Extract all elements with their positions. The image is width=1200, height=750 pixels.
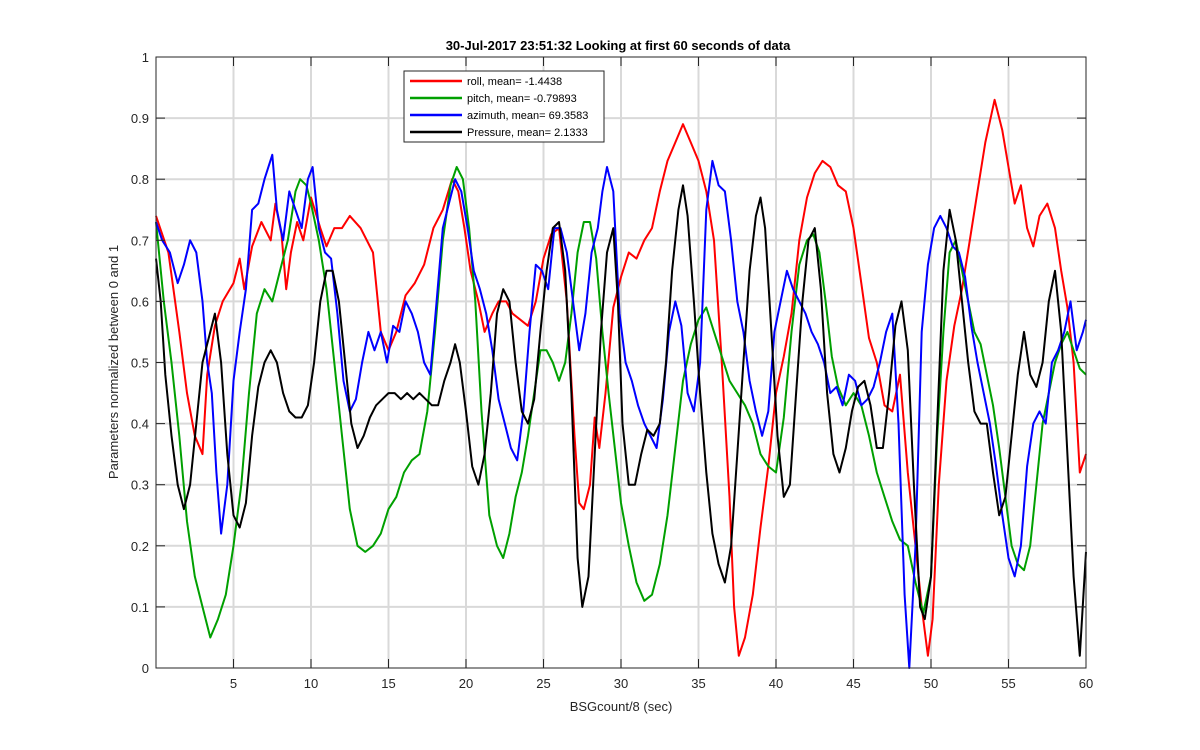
- y-axis-label: Parameters normalized between 0 and 1: [106, 245, 121, 479]
- y-tick-label: 0.8: [131, 172, 149, 187]
- legend-label: Pressure, mean= 2.1333: [467, 127, 588, 139]
- x-tick-label: 40: [769, 676, 783, 691]
- series-line-roll: [155, 98, 1087, 657]
- y-tick-label: 0.1: [131, 600, 149, 615]
- x-tick-label: 30: [614, 676, 628, 691]
- grid: [156, 57, 1086, 668]
- x-tick-label: 5: [230, 676, 237, 691]
- series-line-pressure: [155, 184, 1087, 657]
- series-line-azimuth: [155, 153, 1087, 669]
- tick-marks: [156, 56, 1087, 669]
- y-tick-label: 0.2: [131, 539, 149, 554]
- x-tick-label: 15: [381, 676, 395, 691]
- legend-label: pitch, mean= -0.79893: [467, 93, 577, 105]
- y-tick-label: 1: [142, 50, 149, 65]
- y-tick-label: 0: [142, 661, 149, 676]
- y-tick-label: 0.9: [131, 111, 149, 126]
- y-tick-label: 0.6: [131, 294, 149, 309]
- y-tick-label: 0.3: [131, 478, 149, 493]
- x-axis-label: BSGcount/8 (sec): [570, 699, 673, 714]
- x-tick-label: 45: [846, 676, 860, 691]
- x-tick-label: 60: [1079, 676, 1093, 691]
- x-tick-labels: 5 10 15 20 25 30 35 40 45 50 55 60: [230, 676, 1093, 691]
- x-tick-label: 10: [304, 676, 318, 691]
- x-tick-label: 55: [1001, 676, 1015, 691]
- y-tick-label: 0.4: [131, 417, 149, 432]
- legend-label: roll, mean= -1.4438: [467, 76, 562, 88]
- y-tick-label: 0.5: [131, 356, 149, 371]
- y-tick-labels: 0 0.1 0.2 0.3 0.4 0.5 0.6 0.7 0.8 0.9 1: [131, 50, 149, 676]
- series-layer: [155, 98, 1087, 669]
- x-tick-label: 20: [459, 676, 473, 691]
- x-tick-label: 50: [924, 676, 938, 691]
- legend-label: azimuth, mean= 69.3583: [467, 110, 588, 122]
- legend-box: [403, 70, 605, 143]
- series-line-pitch: [155, 166, 1087, 639]
- x-tick-label: 25: [536, 676, 550, 691]
- y-tick-label: 0.7: [131, 233, 149, 248]
- x-tick-label: 35: [691, 676, 705, 691]
- chart-title: 30-Jul-2017 23:51:32 Looking at first 60…: [446, 38, 791, 53]
- legend: roll, mean= -1.4438 pitch, mean= -0.79893…: [403, 70, 605, 143]
